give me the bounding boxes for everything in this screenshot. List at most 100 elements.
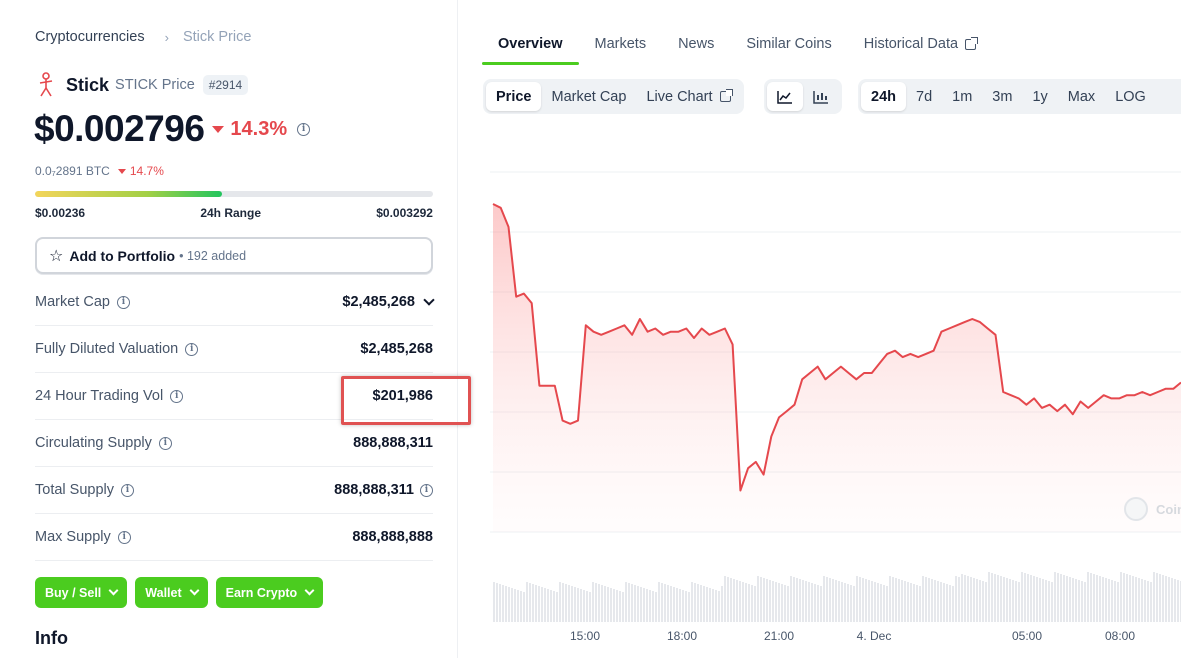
volume-bar bbox=[700, 585, 702, 622]
coin-tabs: Overview Markets News Similar Coins Hist… bbox=[482, 26, 992, 65]
info-icon[interactable]: i bbox=[420, 483, 433, 497]
volume-bar bbox=[1177, 580, 1179, 622]
volume-bar bbox=[733, 579, 735, 622]
price-row: $0.002796 14.3% i bbox=[34, 108, 311, 150]
wallet-label: Wallet bbox=[145, 585, 182, 600]
view-label: Market Cap bbox=[551, 88, 627, 105]
info-icon[interactable]: i bbox=[116, 295, 130, 309]
volume-bar bbox=[520, 591, 522, 622]
range-option-label: LOG bbox=[1115, 88, 1146, 105]
tab-overview[interactable]: Overview bbox=[482, 26, 579, 65]
volume-bar bbox=[1009, 579, 1011, 622]
log-scale-button[interactable]: LOG bbox=[1105, 82, 1156, 111]
range-1y-button[interactable]: 1y bbox=[1022, 82, 1057, 111]
volume-bar bbox=[553, 591, 555, 622]
range-24h-button[interactable]: 24h bbox=[861, 82, 906, 111]
range-option-label: 1y bbox=[1032, 88, 1048, 105]
volume-bar bbox=[811, 583, 813, 622]
volume-bar bbox=[613, 589, 615, 622]
price-chart[interactable] bbox=[490, 160, 1181, 625]
stat-row-total-supply: Total Supply i 888,888,311 i bbox=[35, 467, 433, 514]
volume-bar bbox=[493, 582, 495, 622]
stat-label: Max Supply bbox=[35, 529, 111, 545]
volume-bar bbox=[718, 591, 720, 622]
range-option-label: 1m bbox=[952, 88, 973, 105]
stat-row-trading-volume: 24 Hour Trading Vol i $201,986 bbox=[35, 373, 433, 420]
range-3m-button[interactable]: 3m bbox=[982, 82, 1022, 111]
tab-similar-coins[interactable]: Similar Coins bbox=[730, 26, 847, 64]
volume-bar bbox=[685, 591, 687, 622]
volume-bar bbox=[709, 588, 711, 622]
volume-bar bbox=[598, 584, 600, 622]
view-price-button[interactable]: Price bbox=[486, 82, 542, 111]
info-icon[interactable]: i bbox=[170, 389, 184, 403]
volume-bar bbox=[907, 582, 909, 622]
tab-news[interactable]: News bbox=[662, 26, 730, 64]
view-live-chart-button[interactable]: Live Chart bbox=[636, 82, 740, 111]
chevron-down-icon bbox=[304, 585, 315, 596]
tab-label: Overview bbox=[498, 36, 563, 52]
range-max-button[interactable]: Max bbox=[1058, 82, 1105, 111]
volume-bar bbox=[973, 578, 975, 622]
volume-bar bbox=[529, 583, 531, 622]
tab-historical-data[interactable]: Historical Data bbox=[848, 26, 992, 64]
volume-bar bbox=[502, 585, 504, 622]
volume-bar bbox=[1114, 581, 1116, 622]
volume-bar bbox=[1117, 582, 1119, 622]
volume-bar bbox=[772, 581, 774, 622]
volume-bar bbox=[604, 586, 606, 622]
market-cap-dropdown[interactable]: $2,485,268 bbox=[342, 293, 435, 310]
range-1m-button[interactable]: 1m bbox=[942, 82, 982, 111]
chevron-down-icon bbox=[189, 585, 200, 596]
volume-bar bbox=[667, 585, 669, 622]
info-icon[interactable]: i bbox=[185, 342, 199, 356]
chevron-down-icon bbox=[108, 585, 119, 596]
tab-markets[interactable]: Markets bbox=[579, 26, 663, 64]
volume-bar bbox=[736, 580, 738, 622]
stat-label: Circulating Supply bbox=[35, 435, 152, 451]
tab-label: News bbox=[678, 36, 715, 52]
info-icon[interactable]: i bbox=[297, 122, 311, 136]
info-icon[interactable]: i bbox=[158, 436, 172, 450]
range-option-label: 24h bbox=[871, 88, 896, 105]
buy-sell-button[interactable]: Buy / Sell bbox=[35, 577, 128, 608]
volume-bar bbox=[814, 584, 816, 622]
volume-bar bbox=[916, 585, 918, 622]
wallet-button[interactable]: Wallet bbox=[135, 577, 208, 608]
volume-bar bbox=[922, 576, 924, 622]
volume-bar bbox=[784, 585, 786, 622]
volume-bar bbox=[751, 585, 753, 622]
volume-bar bbox=[568, 585, 570, 622]
stick-logo-icon bbox=[39, 72, 53, 97]
breadcrumb-separator: › bbox=[164, 29, 169, 45]
volume-bar bbox=[499, 584, 501, 622]
volume-bar bbox=[988, 572, 990, 622]
rank-badge: #2914 bbox=[202, 75, 249, 95]
line-chart-button[interactable] bbox=[767, 82, 803, 111]
volume-bar bbox=[961, 574, 963, 622]
earn-crypto-button[interactable]: Earn Crypto bbox=[215, 577, 324, 608]
candlestick-chart-button[interactable] bbox=[803, 82, 839, 111]
caret-down-icon bbox=[212, 125, 225, 133]
volume-bar bbox=[778, 583, 780, 622]
volume-bar bbox=[523, 592, 525, 622]
coin-name: Stick bbox=[66, 74, 110, 95]
earn-crypto-label: Earn Crypto bbox=[225, 585, 298, 600]
info-icon[interactable]: i bbox=[117, 530, 131, 544]
volume-bar bbox=[745, 583, 747, 622]
volume-bar bbox=[625, 582, 627, 622]
volume-bar bbox=[1018, 582, 1020, 622]
add-to-portfolio-button[interactable]: ☆ Add to Portfolio • 192 added bbox=[35, 237, 433, 274]
view-market-cap-button[interactable]: Market Cap bbox=[541, 82, 636, 111]
range-7d-button[interactable]: 7d bbox=[906, 82, 942, 111]
breadcrumb-cryptocurrencies-link[interactable]: Cryptocurrencies bbox=[35, 29, 145, 45]
volume-bar bbox=[1093, 574, 1095, 622]
volume-bar bbox=[775, 582, 777, 622]
volume-bar bbox=[769, 580, 771, 622]
watermark-text: Coin bbox=[1156, 501, 1181, 517]
volume-bar bbox=[610, 588, 612, 622]
stats-table: Market Cap i $2,485,268 Fully Diluted Val… bbox=[35, 279, 435, 561]
volume-bar bbox=[862, 578, 864, 622]
info-icon[interactable]: i bbox=[121, 483, 134, 497]
volume-bar bbox=[1126, 574, 1128, 622]
